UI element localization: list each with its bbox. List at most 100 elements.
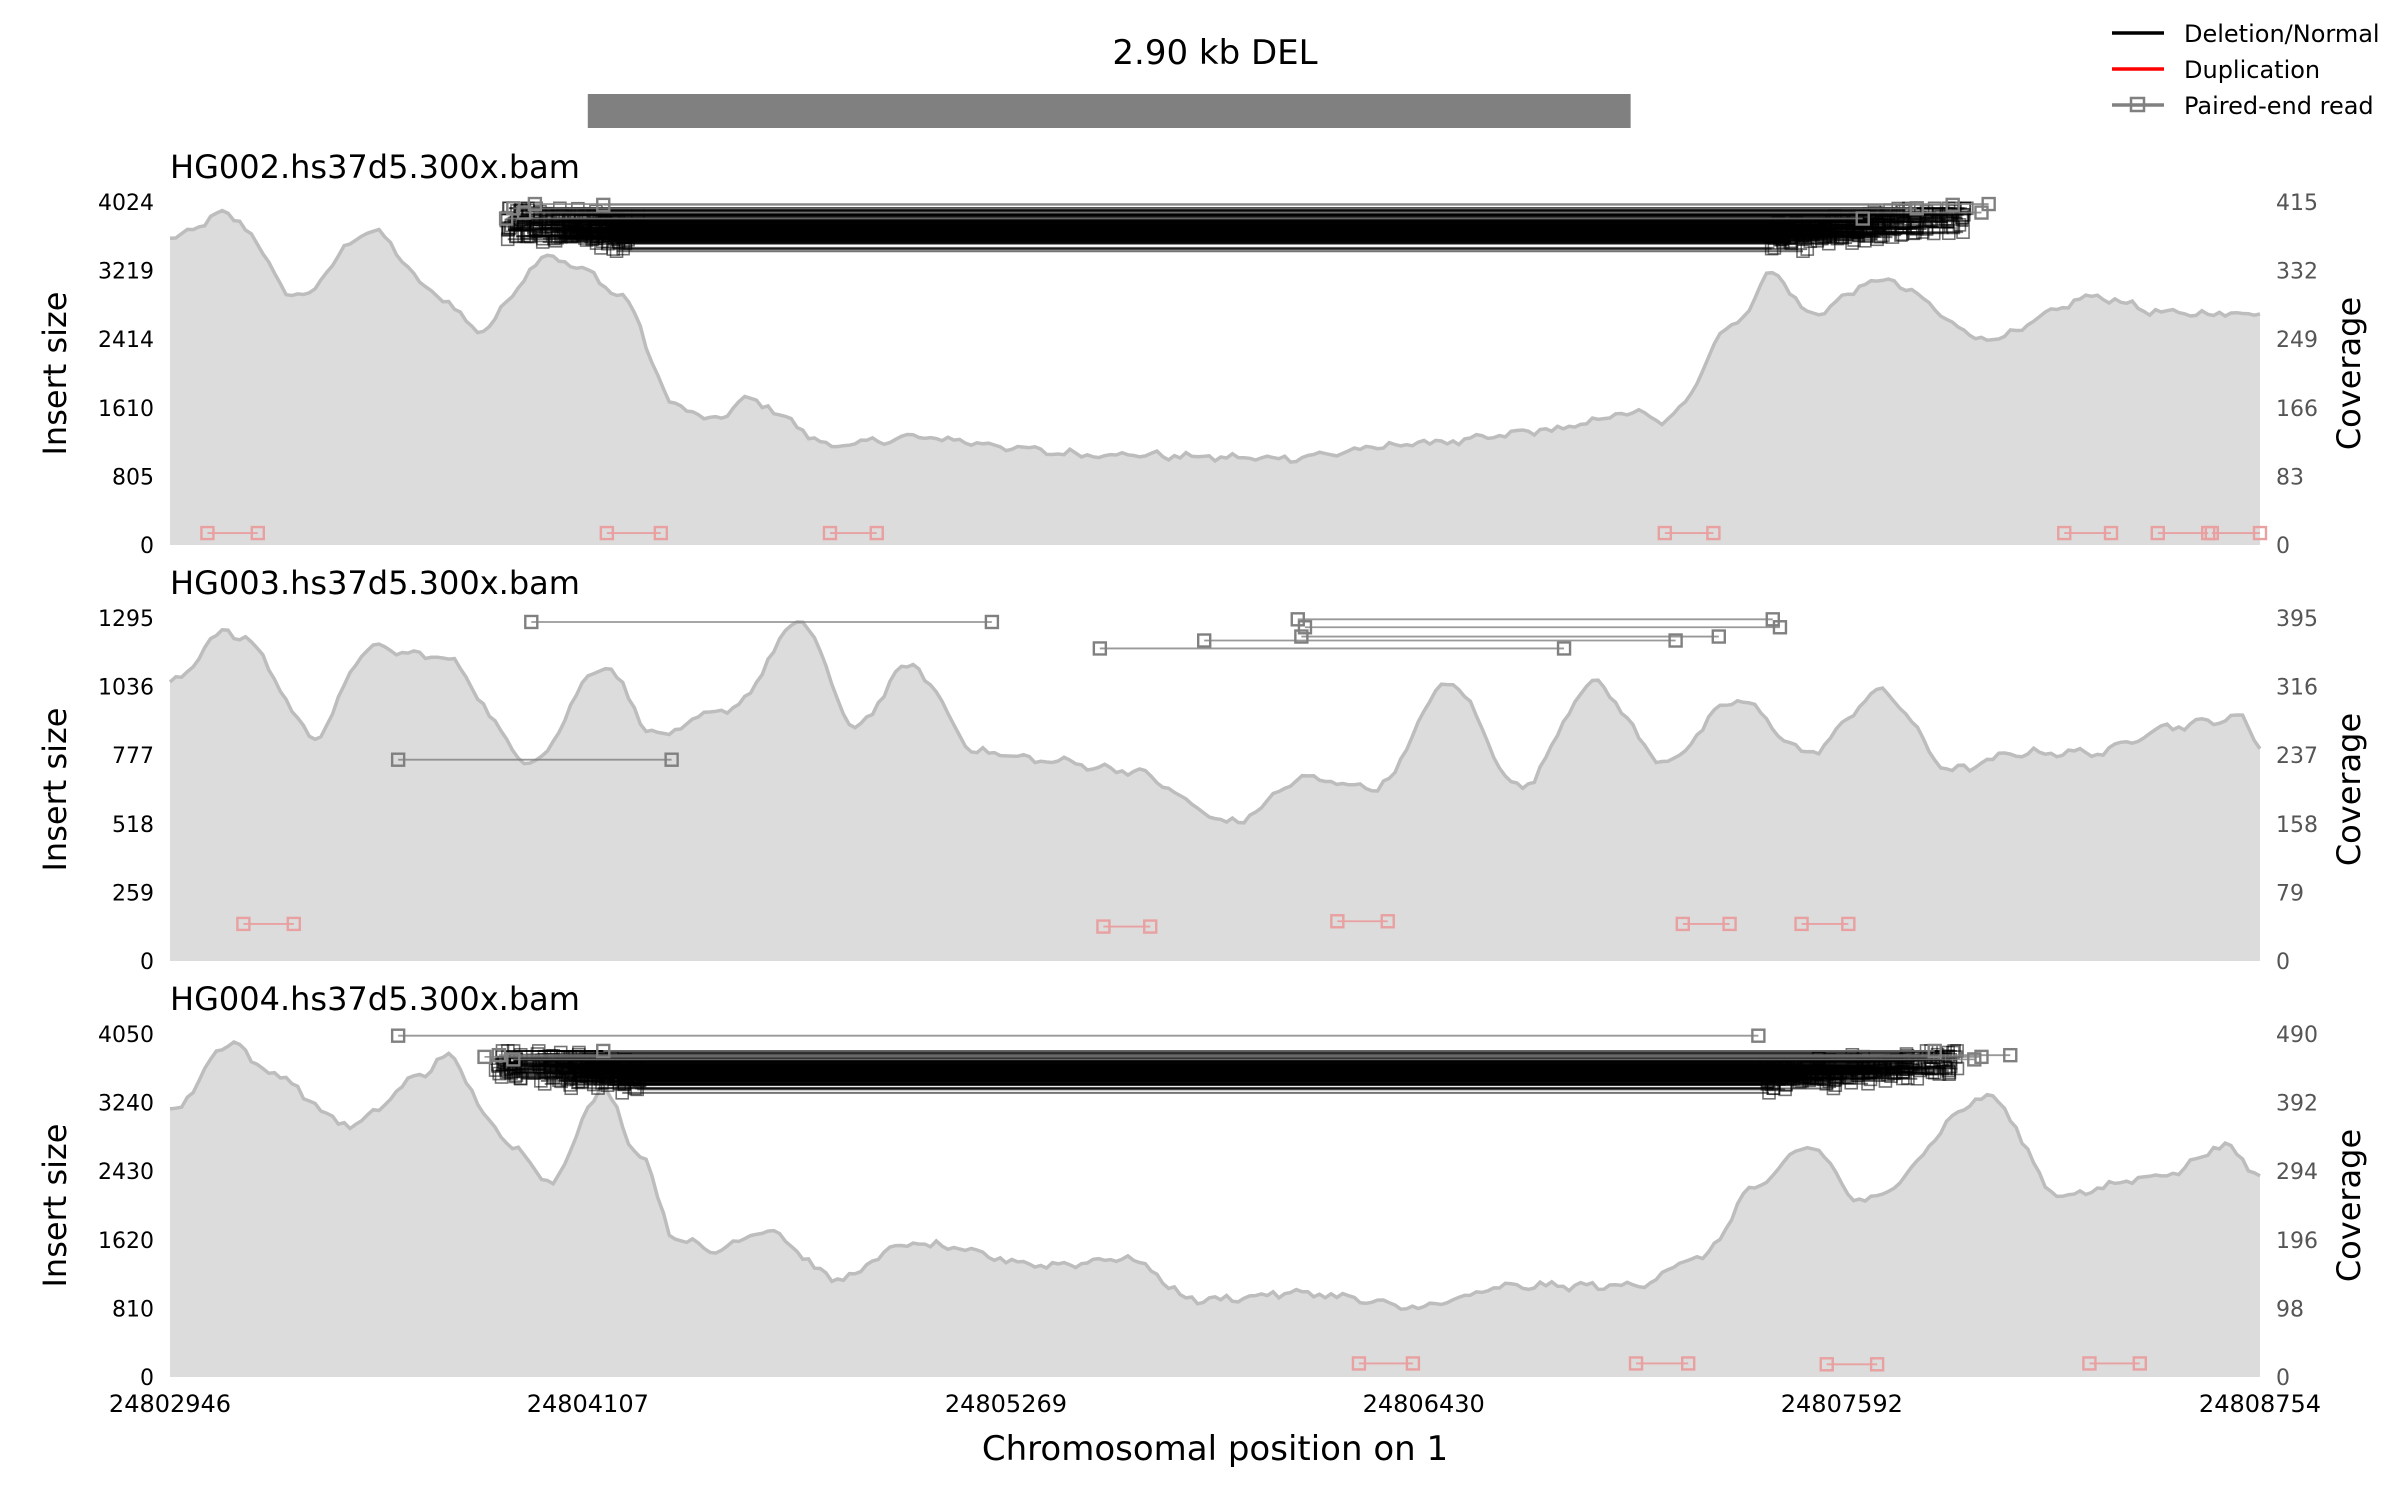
paired-read-marker <box>1751 1028 1766 1043</box>
deletion-read-marker <box>1762 1086 1776 1100</box>
split-read-marker <box>1628 1356 1644 1371</box>
y-tick-label-left: 0 <box>140 950 154 975</box>
split-read-marker <box>200 525 215 541</box>
paired-read-marker <box>506 1052 521 1067</box>
legend: Deletion/Normal Duplication Paired-end r… <box>2112 20 2380 120</box>
panel-title: HG004.hs37d5.300x.bam <box>170 980 580 1018</box>
deletion-read-marker <box>1950 1061 1965 1076</box>
panels: HG002.hs37d5.300x.bam 0 805 1610 2414 3219 402… <box>36 148 2368 1391</box>
deletion-read-marker <box>1872 229 1886 244</box>
y-tick-label-left: 518 <box>112 813 154 838</box>
split-read-marker <box>1143 919 1158 934</box>
split-read-marker <box>250 525 266 541</box>
deletion-read-marker <box>1923 212 1937 227</box>
x-tick-label: 24808754 <box>2199 1390 2321 1418</box>
legend-label-deletion: Deletion/Normal <box>2184 20 2380 48</box>
y-tick-label-right: 415 <box>2276 191 2318 216</box>
deletion-read-marker <box>1896 1064 1911 1079</box>
deletion-read-marker <box>618 234 633 248</box>
deletion-read-marker <box>615 1086 630 1100</box>
paired-read-marker <box>498 211 514 226</box>
x-tick-label: 24802946 <box>109 1390 231 1418</box>
y-tick-label-right: 316 <box>2276 676 2318 701</box>
paired-read-marker <box>491 1047 507 1063</box>
deletion-read-marker <box>610 1065 624 1080</box>
deletion-read-marker <box>559 1060 573 1075</box>
y-tick-label-left: 1295 <box>98 607 154 632</box>
y-tick-label-left: 259 <box>112 881 154 906</box>
panel-title: HG002.hs37d5.300x.bam <box>170 148 580 186</box>
paired-read-marker <box>1711 629 1726 644</box>
y-axis-label-right: Coverage <box>2330 713 2368 866</box>
paired-read-marker <box>477 1049 492 1065</box>
paired-read-marker <box>664 752 679 767</box>
coverage-line <box>168 620 2262 825</box>
y-tick-label-left: 0 <box>140 1366 154 1391</box>
paired-read-marker <box>390 752 406 767</box>
deletion-read-marker <box>500 232 515 247</box>
y-axis-label-right: Coverage <box>2330 1129 2368 1282</box>
chart-title: 2.90 kb DEL <box>1112 33 1317 73</box>
deletion-read-marker <box>1946 220 1961 235</box>
split-read-marker <box>1657 525 1673 541</box>
paired-read-marker <box>516 205 532 220</box>
y-tick-label-left: 3240 <box>98 1092 154 1117</box>
y-tick-label-left: 4050 <box>98 1023 154 1048</box>
split-read-marker <box>1330 914 1345 929</box>
paired-read-marker <box>1967 1052 1982 1067</box>
y-tick-label-left: 1036 <box>98 676 154 701</box>
deletion-read-marker <box>1784 1063 1799 1077</box>
y-tick-label-right: 237 <box>2276 744 2318 769</box>
split-read-marker <box>2252 525 2268 541</box>
paired-read-marker <box>1092 641 1108 656</box>
split-read-marker <box>236 916 251 932</box>
split-read-marker <box>2204 525 2219 541</box>
y-tick-label-right: 166 <box>2276 397 2318 422</box>
y-tick-label-right: 83 <box>2276 465 2304 490</box>
y-tick-label-right: 98 <box>2276 1297 2304 1322</box>
paired-read-marker <box>527 196 543 212</box>
paired-read-marker <box>984 614 1000 630</box>
split-read-marker <box>1380 914 1395 929</box>
deletion-read-marker <box>509 229 523 244</box>
panel-1: HG002.hs37d5.300x.bam 0 805 1610 2414 3219 402… <box>36 148 2368 559</box>
deletion-read-marker <box>513 1071 528 1086</box>
y-axis-label-left: Insert size <box>36 708 74 872</box>
deletion-read-marker <box>1767 229 1781 244</box>
coverage-area <box>170 1042 2260 1377</box>
y-tick-label-right: 249 <box>2276 328 2318 353</box>
x-axis: 24802946 24804107 24805269 24806430 24807592… <box>109 1390 2321 1418</box>
event-bar <box>587 94 1631 128</box>
deletion-read-marker <box>1858 234 1872 248</box>
y-axis-label-left: Insert size <box>36 292 74 456</box>
panel-title: HG003.hs37d5.300x.bam <box>170 564 580 602</box>
split-read-marker <box>2082 1356 2097 1371</box>
paired-read-marker <box>1974 205 1989 220</box>
paired-read-marker <box>1909 201 1924 216</box>
coverage-line <box>169 208 2261 464</box>
split-read-marker <box>1706 525 1721 541</box>
legend-label-paired-end: Paired-end read <box>2184 92 2374 120</box>
y-tick-label-left: 777 <box>112 744 154 769</box>
y-tick-label-right: 0 <box>2276 534 2290 559</box>
y-tick-label-right: 0 <box>2276 950 2290 975</box>
deletion-read-marker <box>555 208 570 223</box>
y-tick-label-right: 490 <box>2276 1023 2318 1048</box>
y-tick-label-left: 2430 <box>98 1160 154 1185</box>
split-read-marker <box>1794 916 1809 932</box>
y-tick-label-left: 810 <box>112 1297 154 1322</box>
y-tick-label-right: 196 <box>2276 1229 2318 1254</box>
split-read-marker <box>599 525 615 541</box>
split-read-marker <box>1351 1356 1367 1371</box>
split-read-marker <box>869 525 884 541</box>
paired-read-marker <box>1197 633 1212 648</box>
y-axis-label-right: Coverage <box>2330 297 2368 450</box>
y-tick-label-right: 79 <box>2276 881 2304 906</box>
x-tick-label: 24805269 <box>945 1390 1067 1418</box>
panel-2: HG003.hs37d5.300x.bam 0 259 518 777 1036 1295 0… <box>36 564 2368 975</box>
y-axis-label-left: Insert size <box>36 1124 74 1288</box>
split-read-marker <box>1869 1357 1885 1372</box>
y-tick-label-right: 0 <box>2276 1366 2290 1391</box>
x-axis-label: Chromosomal position on 1 <box>982 1429 1448 1469</box>
deletion-reads <box>499 201 1974 259</box>
